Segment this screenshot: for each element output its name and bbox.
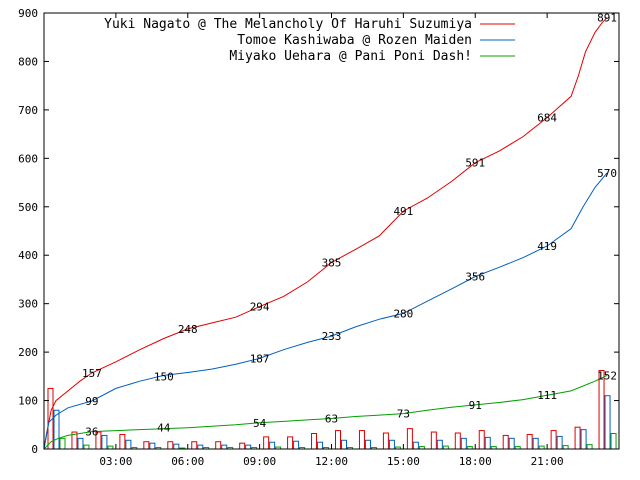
y-tick-label: 800 bbox=[18, 55, 38, 68]
data-label: 187 bbox=[250, 352, 270, 365]
y-tick-label: 200 bbox=[18, 346, 38, 359]
y-tick-label: 300 bbox=[18, 298, 38, 311]
legend-label: Yuki Nagato @ The Melancholy Of Haruhi S… bbox=[104, 17, 472, 32]
data-label: 150 bbox=[154, 370, 174, 383]
cumulative-lines bbox=[43, 17, 608, 450]
x-tick-label: 03:00 bbox=[99, 455, 132, 468]
legend-label: Tomoe Kashiwaba @ Rozen Maiden bbox=[237, 33, 472, 48]
y-tick-label: 0 bbox=[31, 443, 38, 456]
series-line bbox=[43, 374, 608, 450]
data-label: 54 bbox=[253, 417, 267, 430]
series-line bbox=[43, 172, 608, 450]
x-tick-label: 15:00 bbox=[387, 455, 420, 468]
data-label: 152 bbox=[597, 369, 617, 382]
axes: 0 100 200 300 400 500 600 700 800 900 03:00 06:00 09… bbox=[18, 7, 619, 468]
y-tick-label: 600 bbox=[18, 152, 38, 165]
data-label: 111 bbox=[537, 389, 557, 402]
data-label: 385 bbox=[322, 256, 342, 269]
data-label: 99 bbox=[85, 395, 98, 408]
data-label: 591 bbox=[465, 157, 485, 170]
y-tick-label: 400 bbox=[18, 249, 38, 262]
data-label: 157 bbox=[82, 367, 102, 380]
data-labels: 157 248 294 385 491 591 684 891 99 150 187 233 280 35… bbox=[82, 11, 617, 438]
legend-label: Miyako Uehara @ Pani Poni Dash! bbox=[229, 49, 472, 64]
data-label: 356 bbox=[465, 271, 485, 284]
data-label: 570 bbox=[597, 167, 617, 180]
series-line bbox=[43, 17, 608, 450]
data-label: 91 bbox=[469, 399, 482, 412]
y-tick-label: 500 bbox=[18, 201, 38, 214]
y-tick-label: 900 bbox=[18, 7, 38, 20]
legend: Yuki Nagato @ The Melancholy Of Haruhi S… bbox=[104, 17, 515, 64]
data-label: 491 bbox=[393, 205, 413, 218]
data-label: 294 bbox=[250, 301, 270, 314]
data-label: 44 bbox=[157, 422, 171, 435]
data-label: 233 bbox=[322, 330, 342, 343]
data-label: 248 bbox=[178, 323, 198, 336]
x-tick-label: 12:00 bbox=[315, 455, 348, 468]
data-label: 684 bbox=[537, 112, 557, 125]
data-label: 891 bbox=[597, 11, 617, 24]
x-tick-label: 09:00 bbox=[243, 455, 276, 468]
data-label: 36 bbox=[85, 426, 98, 439]
data-label: 419 bbox=[537, 240, 557, 253]
data-label: 73 bbox=[397, 408, 410, 421]
y-tick-label: 100 bbox=[18, 395, 38, 408]
data-label: 280 bbox=[393, 307, 413, 320]
data-label: 63 bbox=[325, 412, 338, 425]
y-tick-label: 700 bbox=[18, 104, 38, 117]
x-tick-label: 06:00 bbox=[171, 455, 204, 468]
x-tick-label: 18:00 bbox=[459, 455, 492, 468]
x-tick-label: 21:00 bbox=[531, 455, 564, 468]
